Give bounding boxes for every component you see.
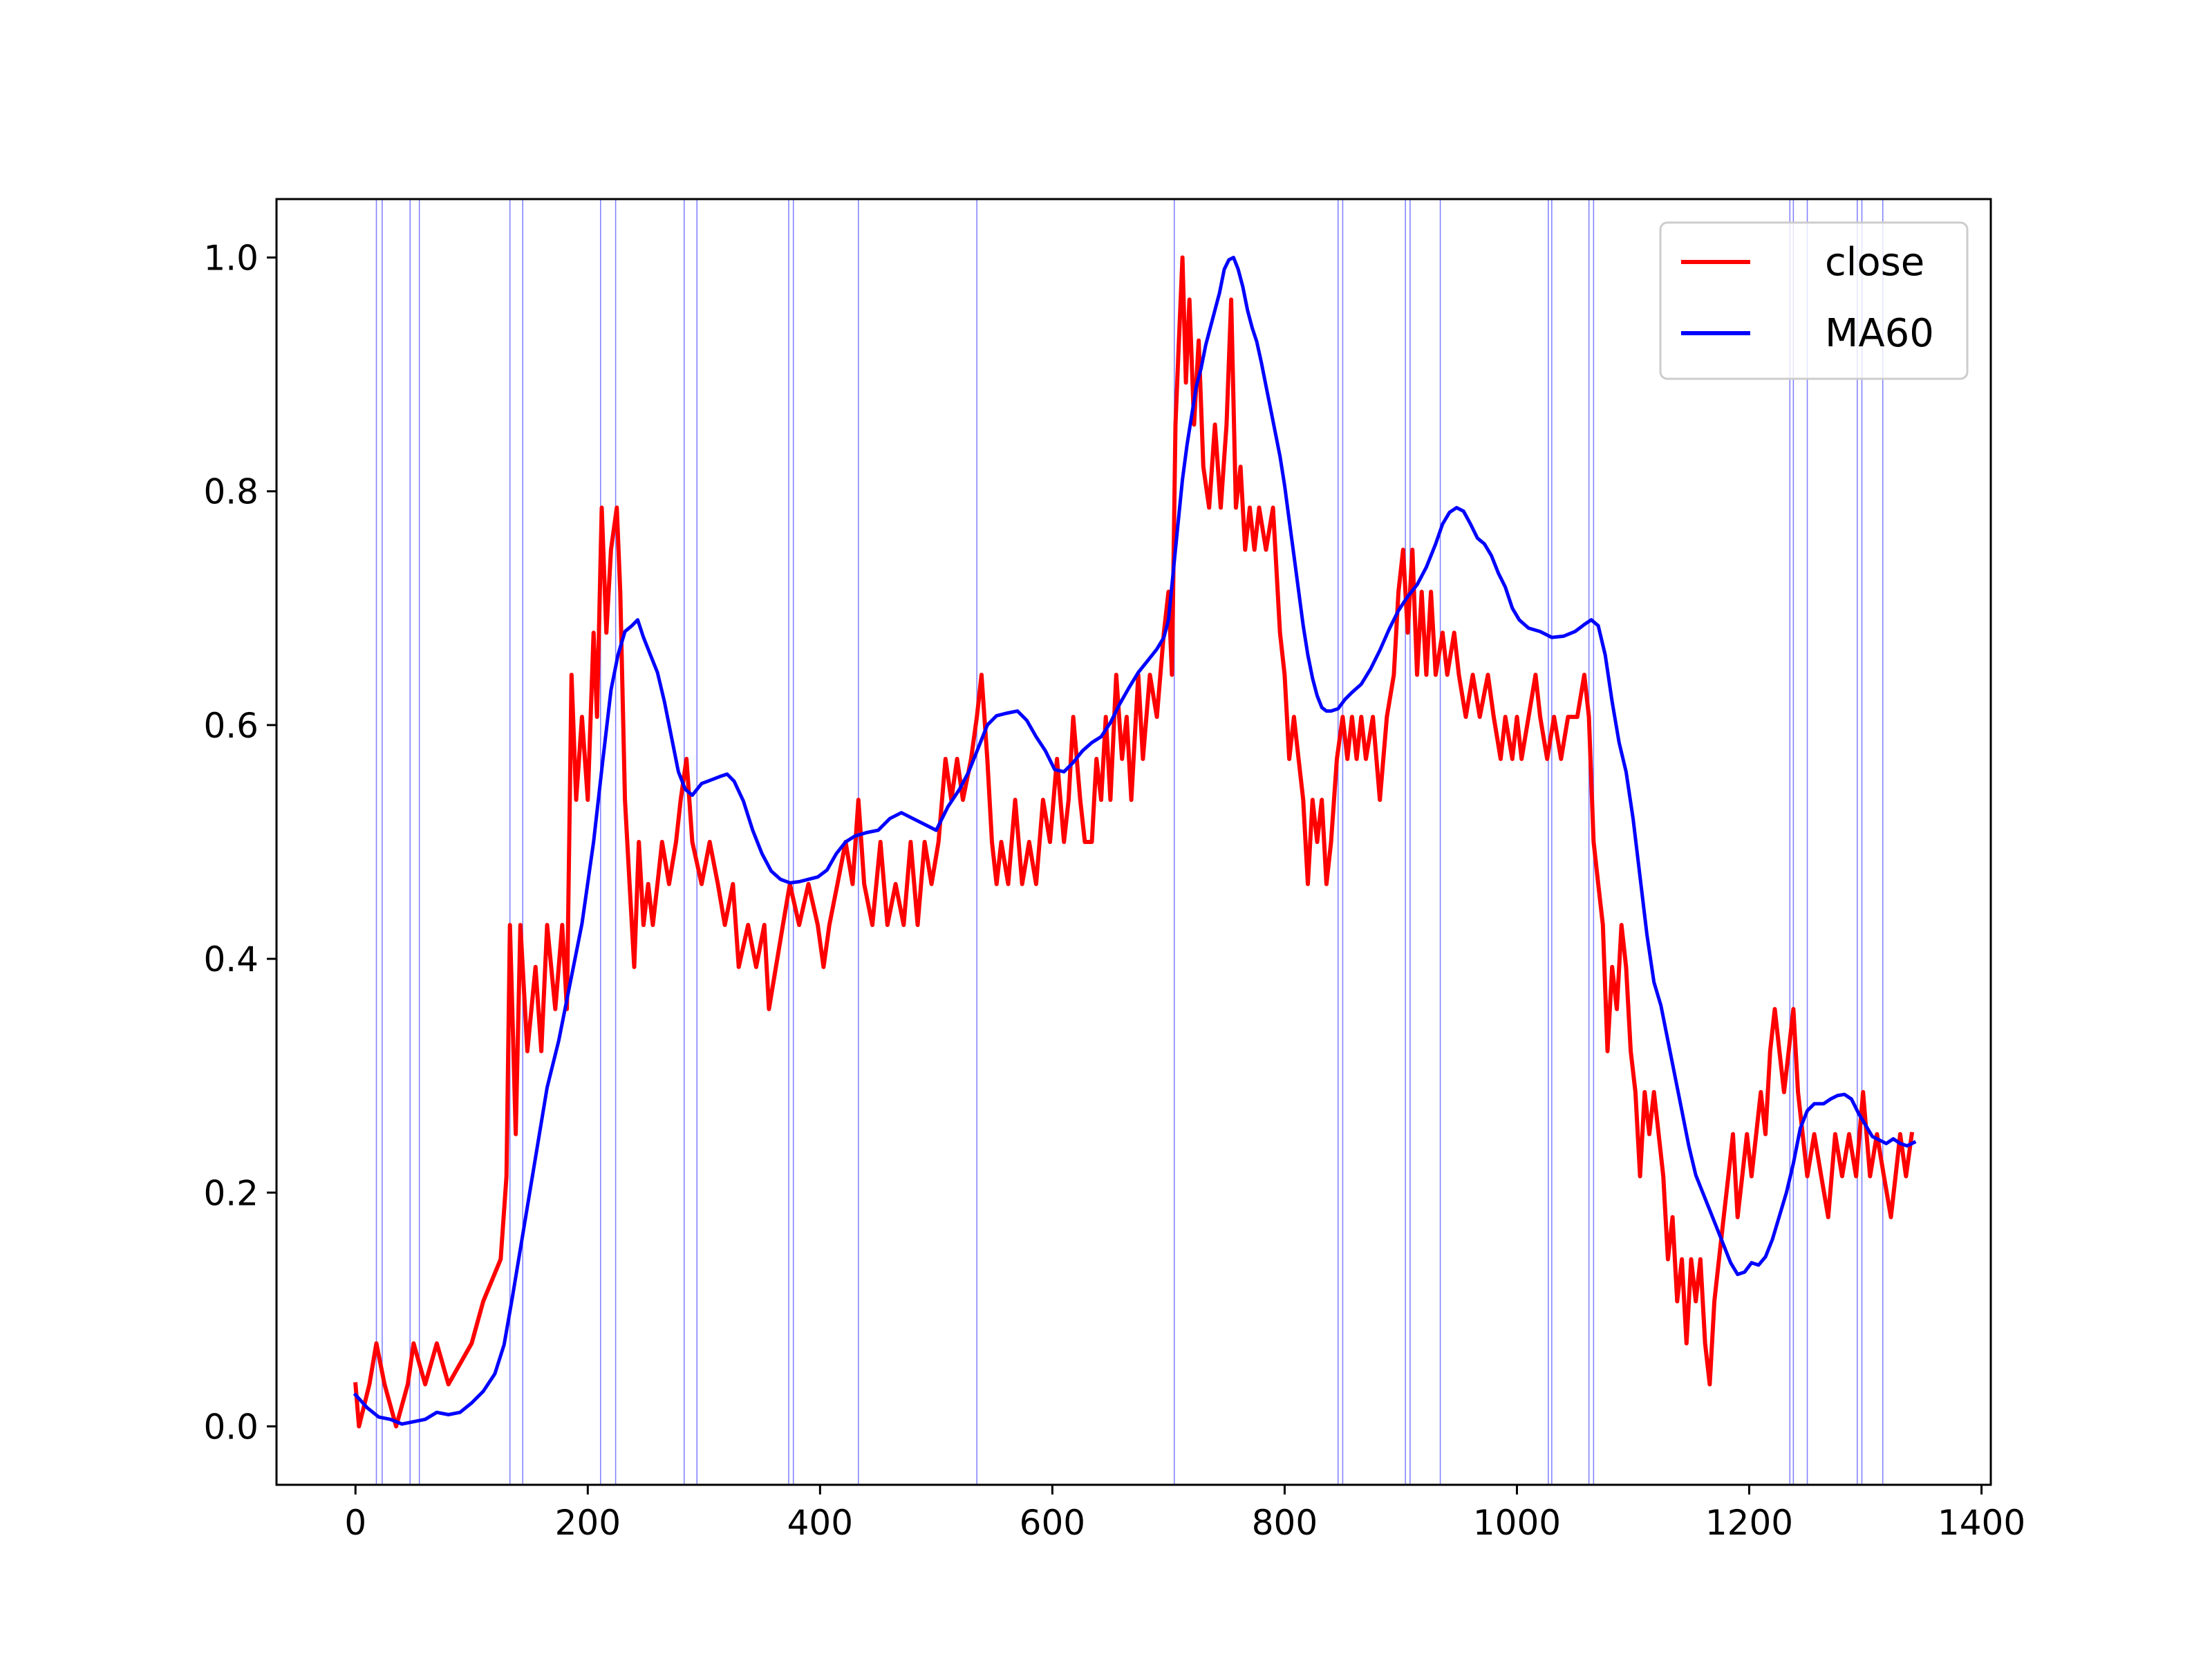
series-line-ma60 bbox=[353, 256, 1917, 1426]
y-tick-label-4: 0.8 bbox=[203, 472, 259, 512]
x-tick-label-0: 0 bbox=[344, 1503, 366, 1543]
series-line-close bbox=[353, 255, 1915, 1429]
x-tick-label-5: 1000 bbox=[1473, 1503, 1561, 1543]
x-tick-label-6: 1200 bbox=[1705, 1503, 1793, 1543]
legend-label-close: close bbox=[1825, 240, 1924, 285]
legend-label-ma60: MA60 bbox=[1825, 311, 1934, 356]
x-axis: 0 200 400 600 800 1000 1200 1400 bbox=[344, 1485, 2025, 1543]
y-axis: 0.0 0.2 0.4 0.6 0.8 1.0 bbox=[203, 238, 276, 1447]
vertical-markers bbox=[375, 199, 1884, 1485]
series-layer bbox=[353, 255, 1917, 1429]
x-tick-label-4: 800 bbox=[1252, 1503, 1318, 1543]
y-tick-label-0: 0.0 bbox=[203, 1407, 259, 1447]
x-tick-label-1: 200 bbox=[555, 1503, 621, 1543]
y-tick-label-2: 0.4 bbox=[203, 939, 259, 980]
x-tick-label-2: 400 bbox=[787, 1503, 853, 1543]
x-tick-label-7: 1400 bbox=[1938, 1503, 2025, 1543]
legend: close MA60 bbox=[1659, 221, 1969, 380]
y-tick-label-3: 0.6 bbox=[203, 706, 259, 746]
plot-frame bbox=[275, 198, 1992, 1486]
y-tick-label-1: 0.2 bbox=[203, 1173, 259, 1213]
x-tick-label-3: 600 bbox=[1020, 1503, 1085, 1543]
y-tick-label-5: 1.0 bbox=[203, 238, 259, 279]
